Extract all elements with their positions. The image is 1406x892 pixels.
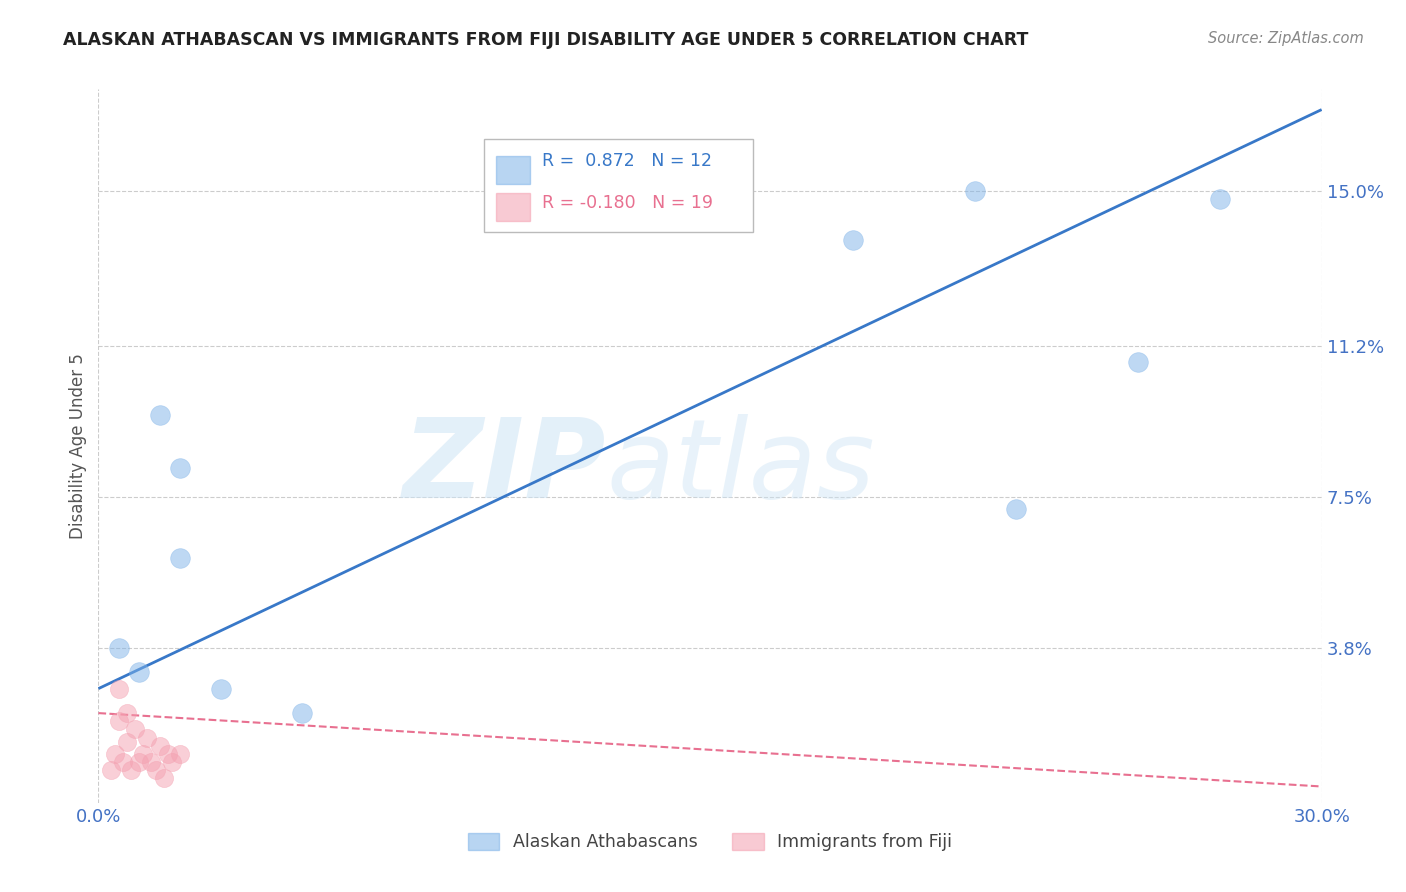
Point — [128, 665, 150, 680]
Point — [115, 706, 138, 720]
Point — [169, 747, 191, 761]
FancyBboxPatch shape — [484, 139, 752, 232]
Text: R =  0.872   N = 12: R = 0.872 N = 12 — [543, 152, 713, 169]
Point — [152, 772, 174, 786]
Text: Source: ZipAtlas.com: Source: ZipAtlas.com — [1208, 31, 1364, 46]
Point — [111, 755, 134, 769]
Point — [1209, 192, 1232, 206]
Point — [100, 763, 122, 777]
Point — [108, 714, 131, 729]
Point — [169, 551, 191, 566]
Bar — [496, 155, 530, 184]
Point — [115, 734, 138, 748]
Point — [291, 706, 314, 720]
Text: R = -0.180   N = 19: R = -0.180 N = 19 — [543, 194, 713, 212]
Point — [108, 681, 131, 696]
Text: atlas: atlas — [606, 414, 875, 521]
Point — [156, 747, 179, 761]
Point — [209, 681, 232, 696]
Point — [108, 640, 131, 655]
Text: ALASKAN ATHABASCAN VS IMMIGRANTS FROM FIJI DISABILITY AGE UNDER 5 CORRELATION CH: ALASKAN ATHABASCAN VS IMMIGRANTS FROM FI… — [63, 31, 1029, 49]
Point — [124, 723, 146, 737]
Point — [160, 755, 183, 769]
Point — [841, 233, 863, 247]
Legend: Alaskan Athabascans, Immigrants from Fiji: Alaskan Athabascans, Immigrants from Fij… — [461, 826, 959, 858]
Point — [141, 755, 163, 769]
Point — [132, 747, 155, 761]
Point — [1128, 355, 1150, 369]
Text: ZIP: ZIP — [402, 414, 606, 521]
Point — [128, 755, 150, 769]
Point — [169, 461, 191, 475]
Bar — [496, 193, 530, 221]
Point — [104, 747, 127, 761]
Y-axis label: Disability Age Under 5: Disability Age Under 5 — [69, 353, 87, 539]
Point — [136, 731, 159, 745]
Point — [149, 409, 172, 423]
Point — [149, 739, 172, 753]
Point — [145, 763, 167, 777]
Point — [965, 184, 987, 198]
Point — [1004, 502, 1026, 516]
Point — [120, 763, 142, 777]
